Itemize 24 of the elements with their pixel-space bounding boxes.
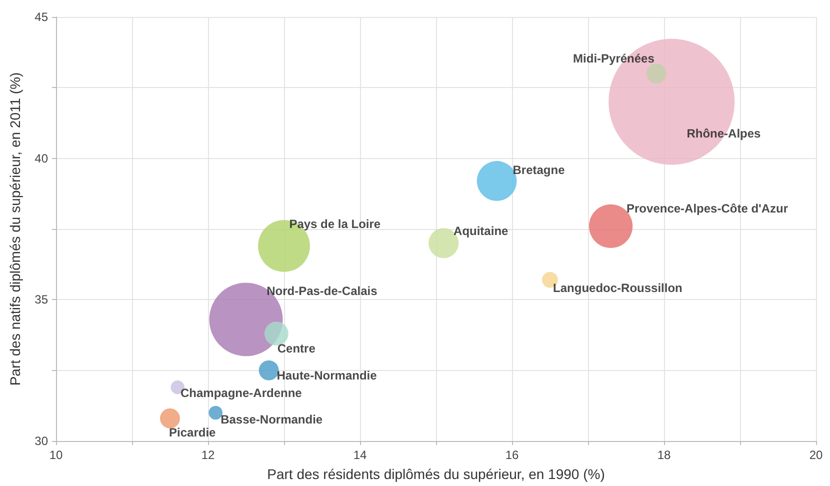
series-label: Rhône-Alpes — [686, 126, 762, 140]
y-tick-label: 40 — [34, 151, 48, 166]
series-label: Languedoc-Roussillon — [553, 280, 682, 295]
series-label: Provence-Alpes-Côte d'Azur — [626, 201, 788, 216]
x-tick-label: 10 — [49, 448, 63, 462]
series-label: Champagne-Ardenne — [180, 386, 302, 400]
x-tick-label: 12 — [201, 448, 215, 462]
series-label: Centre — [277, 341, 316, 356]
y-axis-title: Part des natifs diplômés du supérieur, en 2011 (%) — [7, 72, 23, 386]
series-label: Midi-Pyrénées — [573, 52, 655, 66]
x-tick-label: 18 — [657, 448, 671, 462]
x-tick-label: 20 — [809, 448, 823, 462]
y-tick-label: 35 — [34, 292, 48, 307]
series-label: Aquitaine — [454, 224, 509, 238]
series-label: Picardie — [169, 425, 216, 440]
series-label: Haute-Normandie — [276, 368, 378, 382]
y-tick-label: 30 — [34, 434, 48, 448]
series-label: Bretagne — [512, 162, 566, 177]
x-axis-title: Part des résidents diplômés du supérieur, en 1990 (%) — [267, 466, 605, 482]
series-label: Nord-Pas-de-Calais — [266, 284, 378, 298]
x-tick-label: 14 — [353, 448, 367, 462]
y-tick-label: 45 — [34, 10, 48, 24]
series-label: Basse-Normandie — [220, 412, 323, 427]
x-tick-label: 16 — [505, 448, 519, 462]
